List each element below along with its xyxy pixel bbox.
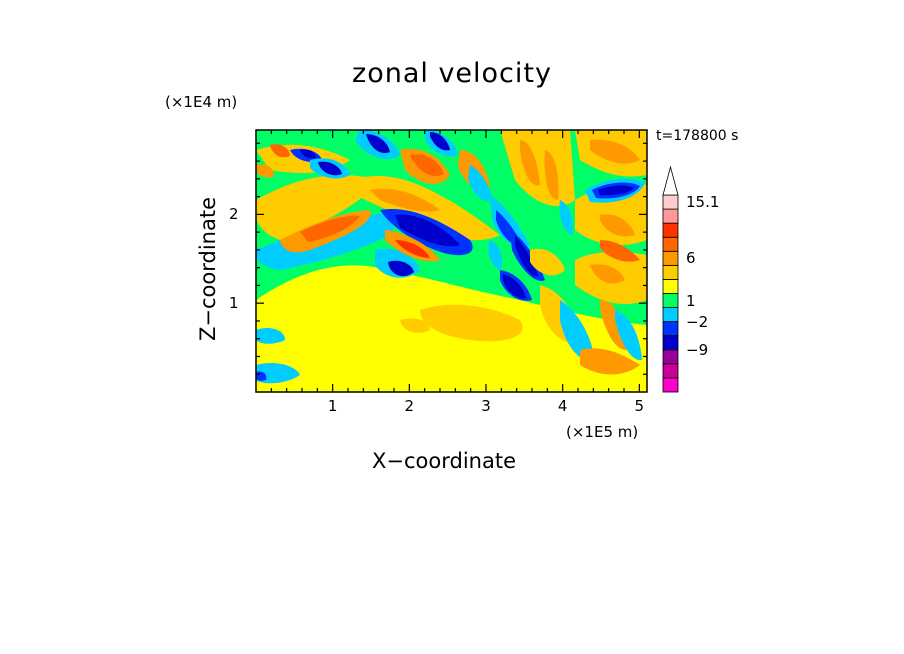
x-tick-label: 4 xyxy=(557,397,568,415)
y-tick-label: 2 xyxy=(229,205,239,224)
velocity-field xyxy=(256,130,647,392)
colorbar-extend-arrow xyxy=(662,165,679,196)
colorbar-swatch xyxy=(662,335,679,351)
colorbar-swatch xyxy=(662,208,679,224)
time-stamp: t=178800 s xyxy=(656,128,739,144)
colorbar-swatch xyxy=(662,307,679,323)
colorbar-label: −9 xyxy=(686,340,709,359)
colorbar-label: 6 xyxy=(686,249,696,268)
x-axis-unit: (×1E5 m) xyxy=(566,423,639,441)
plot-frame xyxy=(255,129,648,393)
x-tick-label: 1 xyxy=(327,397,338,415)
colorbar-swatch xyxy=(662,236,679,252)
colorbar-swatch xyxy=(662,250,679,266)
y-tick-label: 1 xyxy=(229,294,239,313)
x-tick-label: 3 xyxy=(481,397,491,415)
y-axis-label: Z−coordinate xyxy=(196,197,220,341)
chart-title: zonal velocity xyxy=(352,58,552,89)
colorbar-swatch xyxy=(662,321,679,337)
colorbar-swatch xyxy=(662,349,679,365)
x-tick-label: 2 xyxy=(404,397,415,415)
colorbar-swatch xyxy=(662,279,679,294)
colorbar-swatch xyxy=(662,222,679,238)
colorbar-label: 1 xyxy=(686,291,696,310)
colorbar-label: 15.1 xyxy=(686,193,720,212)
colorbar-swatch xyxy=(662,293,679,308)
colorbar-swatch xyxy=(662,377,679,393)
colorbar-swatch xyxy=(662,194,679,210)
colorbar-swatch xyxy=(662,363,679,379)
colorbar-swatch xyxy=(662,264,679,280)
x-tick-label: 5 xyxy=(634,397,645,415)
tick-marks xyxy=(256,130,647,392)
z-axis-unit: (×1E4 m) xyxy=(165,93,238,111)
colorbar xyxy=(662,165,679,393)
colorbar-label: −2 xyxy=(686,312,709,331)
x-axis-label: X−coordinate xyxy=(372,449,516,473)
